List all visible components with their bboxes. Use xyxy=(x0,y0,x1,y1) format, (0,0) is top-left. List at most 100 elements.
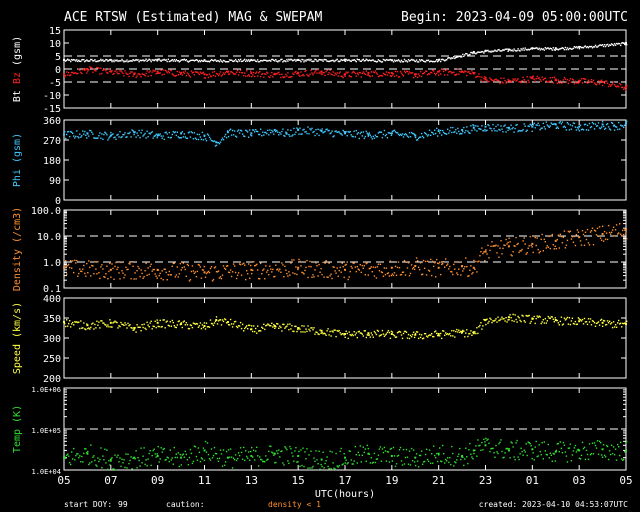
data-point xyxy=(544,47,546,49)
data-point xyxy=(209,75,212,77)
data-point xyxy=(214,266,217,268)
data-point xyxy=(133,329,135,331)
data-point xyxy=(460,274,462,276)
data-point xyxy=(89,266,91,269)
x-tick-label: 19 xyxy=(385,474,398,487)
data-point xyxy=(152,268,154,271)
data-point xyxy=(100,137,102,139)
data-point xyxy=(340,58,342,61)
data-point xyxy=(562,441,565,444)
data-point xyxy=(219,141,222,143)
data-point xyxy=(300,71,302,73)
data-point xyxy=(399,331,402,333)
data-point xyxy=(219,319,222,321)
data-point xyxy=(202,71,205,74)
data-point xyxy=(191,59,194,61)
data-point xyxy=(173,75,175,77)
data-point xyxy=(507,48,510,51)
data-point xyxy=(344,456,346,459)
data-point xyxy=(403,70,406,72)
data-point xyxy=(255,327,257,330)
data-point xyxy=(615,86,618,88)
data-point xyxy=(100,447,102,449)
data-point xyxy=(188,131,191,133)
data-point xyxy=(247,328,249,330)
data-point xyxy=(457,127,459,130)
data-point xyxy=(313,130,315,133)
data-point xyxy=(230,134,233,136)
data-point xyxy=(549,77,551,79)
data-point xyxy=(99,277,101,280)
data-point xyxy=(224,268,227,271)
data-point xyxy=(411,72,414,74)
data-point xyxy=(579,458,582,460)
data-point xyxy=(369,462,371,464)
data-point xyxy=(401,73,404,76)
data-point xyxy=(370,136,372,138)
data-point xyxy=(156,321,159,324)
data-point xyxy=(358,269,360,271)
data-point xyxy=(600,44,603,47)
data-point xyxy=(187,73,190,75)
data-point xyxy=(484,49,487,52)
data-point xyxy=(466,456,468,458)
data-point xyxy=(416,139,419,141)
data-point xyxy=(377,454,380,456)
data-point xyxy=(221,465,224,467)
data-point xyxy=(560,235,563,238)
data-point xyxy=(122,323,124,326)
data-point xyxy=(505,131,507,133)
data-point xyxy=(206,60,209,63)
data-point xyxy=(217,74,220,77)
data-point xyxy=(89,462,91,464)
data-point xyxy=(421,135,424,138)
data-point xyxy=(529,123,531,126)
data-point xyxy=(461,56,463,58)
data-point xyxy=(361,264,363,267)
data-point xyxy=(529,48,531,50)
data-point xyxy=(190,452,193,455)
data-point xyxy=(126,467,128,469)
data-point xyxy=(359,445,361,447)
data-point xyxy=(527,79,529,82)
data-point xyxy=(226,265,229,267)
data-point xyxy=(494,319,496,322)
data-point xyxy=(416,260,419,262)
data-point xyxy=(68,72,70,74)
data-point xyxy=(371,462,373,464)
data-point xyxy=(228,456,231,458)
data-point xyxy=(154,70,156,72)
data-point xyxy=(357,73,359,76)
data-point xyxy=(376,458,379,460)
data-point xyxy=(322,60,324,62)
data-point xyxy=(253,129,255,131)
data-point xyxy=(143,276,145,278)
data-point xyxy=(349,130,351,133)
data-point xyxy=(345,71,347,73)
data-point xyxy=(611,122,614,124)
data-point xyxy=(99,458,101,461)
data-point xyxy=(204,60,207,62)
data-point xyxy=(95,70,97,72)
data-point xyxy=(498,128,500,131)
data-point xyxy=(155,59,157,61)
data-point xyxy=(312,329,314,331)
data-point xyxy=(147,75,149,77)
data-point xyxy=(102,138,104,140)
data-point xyxy=(317,69,319,71)
data-point xyxy=(538,47,540,49)
data-point xyxy=(404,71,407,74)
data-point xyxy=(405,448,408,451)
data-point xyxy=(157,445,159,448)
data-point xyxy=(587,47,590,49)
data-point xyxy=(550,79,552,82)
data-point xyxy=(223,318,226,320)
data-point xyxy=(413,336,416,339)
data-point xyxy=(411,132,414,135)
data-point xyxy=(351,135,353,138)
data-point xyxy=(361,454,363,456)
data-point xyxy=(472,124,474,126)
data-point xyxy=(525,443,527,445)
data-point xyxy=(173,262,175,264)
data-point xyxy=(612,321,615,323)
